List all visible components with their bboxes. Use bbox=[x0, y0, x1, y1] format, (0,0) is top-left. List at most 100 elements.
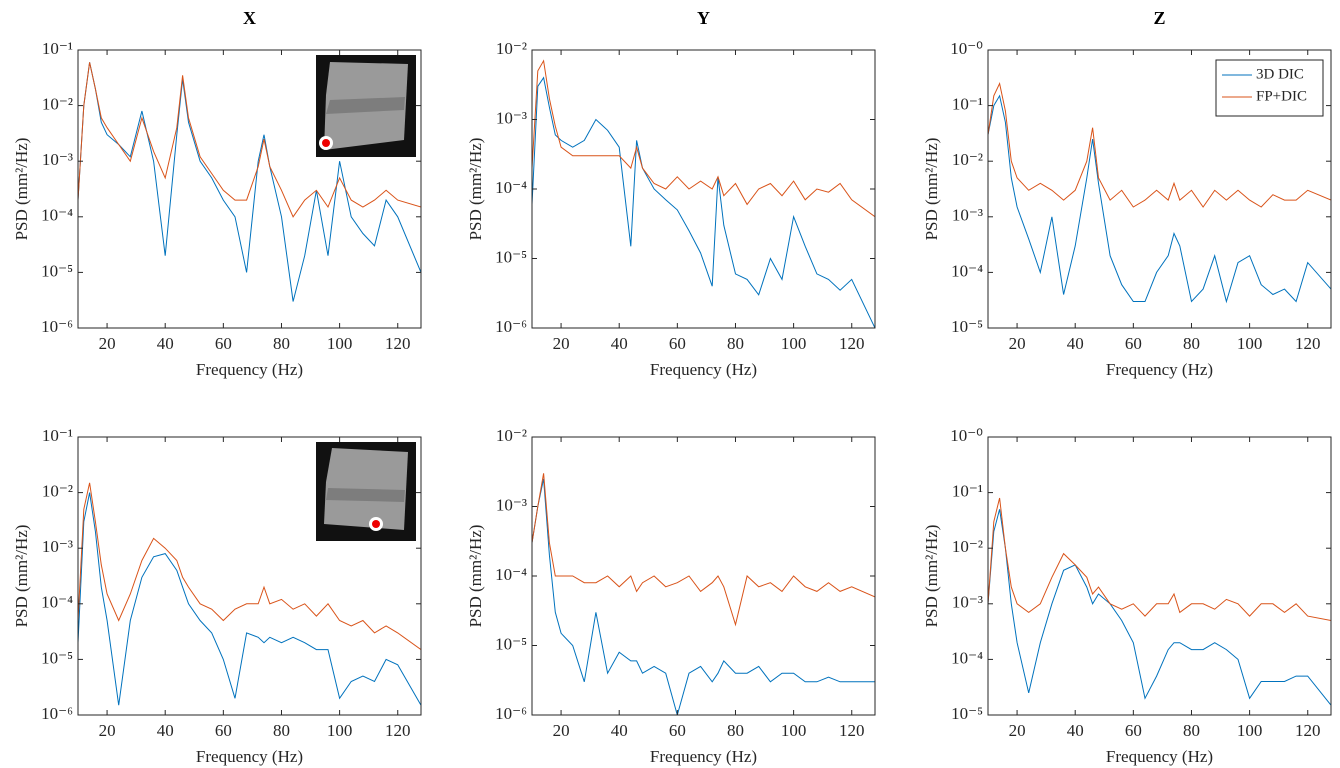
x-tick-label: 20 bbox=[1009, 721, 1026, 740]
y-axis-label: PSD (mm²/Hz) bbox=[12, 138, 31, 241]
inset-photo bbox=[316, 55, 416, 157]
x-tick-label: 20 bbox=[99, 334, 116, 353]
x-tick-label: 120 bbox=[1295, 721, 1321, 740]
y-tick-label: 10⁻³ bbox=[42, 150, 73, 169]
y-tick-label: 10⁻⁴ bbox=[495, 178, 527, 197]
x-tick-label: 40 bbox=[611, 334, 628, 353]
y-axis-label: PSD (mm²/Hz) bbox=[922, 138, 941, 241]
y-tick-label: 10⁻⁴ bbox=[495, 565, 527, 584]
x-tick-label: 40 bbox=[157, 721, 174, 740]
x-tick-label: 100 bbox=[781, 721, 807, 740]
chart-title: Y bbox=[697, 8, 710, 28]
legend: 3D DIC FP+DIC bbox=[1215, 59, 1324, 117]
subplot: 20 40 60 80 100 120 10⁻⁶ 10⁻⁵ 10⁻⁴ 10⁻³ 10⁻² Freque… bbox=[466, 426, 876, 766]
y-tick-label: 10⁻⁶ bbox=[495, 704, 527, 723]
y-tick-label: 10⁻² bbox=[496, 39, 527, 58]
x-axis-label: Frequency (Hz) bbox=[196, 747, 303, 766]
y-axis-label: PSD (mm²/Hz) bbox=[466, 525, 485, 628]
y-tick-label: 10⁻⁴ bbox=[951, 261, 983, 280]
x-tick-label: 20 bbox=[553, 721, 570, 740]
x-tick-label: 20 bbox=[99, 721, 116, 740]
y-axis-label: PSD (mm²/Hz) bbox=[922, 525, 941, 628]
x-tick-label: 60 bbox=[669, 334, 686, 353]
y-tick-label: 10⁻² bbox=[952, 537, 983, 556]
x-axis-label: Frequency (Hz) bbox=[196, 360, 303, 379]
series-line bbox=[988, 81, 1331, 208]
x-tick-label: 40 bbox=[1067, 334, 1084, 353]
series-line bbox=[532, 478, 875, 715]
x-tick-label: 100 bbox=[1237, 334, 1263, 353]
x-axis-label: Frequency (Hz) bbox=[650, 360, 757, 379]
y-tick-label: 10⁻⁰ bbox=[950, 426, 983, 445]
x-tick-label: 60 bbox=[215, 721, 232, 740]
x-tick-label: 100 bbox=[327, 334, 353, 353]
x-tick-label: 120 bbox=[1295, 334, 1321, 353]
x-tick-label: 60 bbox=[1125, 334, 1142, 353]
x-tick-label: 80 bbox=[273, 721, 290, 740]
y-tick-label: 10⁻⁵ bbox=[951, 704, 983, 723]
y-tick-label: 10⁻² bbox=[42, 482, 73, 501]
x-tick-label: 120 bbox=[839, 721, 865, 740]
legend-label: 3D DIC bbox=[1256, 66, 1304, 82]
x-tick-label: 80 bbox=[1183, 334, 1200, 353]
x-tick-label: 40 bbox=[157, 334, 174, 353]
x-tick-label: 40 bbox=[611, 721, 628, 740]
y-tick-label: 10⁻³ bbox=[496, 108, 527, 127]
x-tick-label: 80 bbox=[1183, 721, 1200, 740]
x-tick-label: 20 bbox=[1009, 334, 1026, 353]
y-tick-label: 10⁻³ bbox=[952, 593, 983, 612]
series-line bbox=[532, 59, 875, 218]
y-tick-label: 10⁻⁵ bbox=[495, 634, 527, 653]
x-tick-label: 100 bbox=[1237, 721, 1263, 740]
y-tick-label: 10⁻³ bbox=[496, 495, 527, 514]
series-line bbox=[532, 473, 875, 627]
y-tick-label: 10⁻⁵ bbox=[951, 317, 983, 336]
axes-box bbox=[77, 436, 422, 716]
chart-title: X bbox=[243, 8, 256, 28]
x-axis-label: Frequency (Hz) bbox=[1106, 360, 1213, 379]
inset-photo bbox=[316, 442, 416, 541]
series-line bbox=[78, 482, 421, 651]
y-tick-label: 10⁻⁴ bbox=[41, 206, 73, 225]
axes-box bbox=[987, 49, 1332, 329]
x-tick-label: 120 bbox=[839, 334, 865, 353]
x-tick-label: 40 bbox=[1067, 721, 1084, 740]
y-tick-label: 10⁻⁵ bbox=[41, 261, 73, 280]
y-tick-label: 10⁻⁵ bbox=[495, 247, 527, 266]
y-tick-label: 10⁻¹ bbox=[952, 95, 983, 114]
y-tick-label: 10⁻³ bbox=[952, 206, 983, 225]
x-axis-label: Frequency (Hz) bbox=[650, 747, 757, 766]
legend-box bbox=[1215, 59, 1324, 117]
y-tick-label: 10⁻⁶ bbox=[495, 317, 527, 336]
y-tick-label: 10⁻² bbox=[496, 426, 527, 445]
series-line bbox=[78, 62, 421, 218]
x-tick-label: 80 bbox=[273, 334, 290, 353]
y-axis-label: PSD (mm²/Hz) bbox=[12, 525, 31, 628]
x-tick-label: 100 bbox=[781, 334, 807, 353]
series-line bbox=[532, 76, 875, 328]
chart-title: Z bbox=[1153, 8, 1165, 28]
y-tick-label: 10⁻⁵ bbox=[41, 648, 73, 667]
x-tick-label: 60 bbox=[215, 334, 232, 353]
series-line bbox=[988, 509, 1331, 706]
x-tick-label: 80 bbox=[727, 334, 744, 353]
y-tick-label: 10⁻⁰ bbox=[950, 39, 983, 58]
x-tick-label: 120 bbox=[385, 721, 411, 740]
series-line bbox=[988, 497, 1331, 621]
x-tick-label: 60 bbox=[1125, 721, 1142, 740]
subplot: 20 40 60 80 100 120 10⁻⁵ 10⁻⁴ 10⁻³ 10⁻² 10⁻¹ 10⁻⁰ Z F… bbox=[922, 8, 1332, 379]
y-axis-label: PSD (mm²/Hz) bbox=[466, 138, 485, 241]
y-tick-label: 10⁻² bbox=[42, 95, 73, 114]
x-tick-label: 100 bbox=[327, 721, 353, 740]
y-tick-label: 10⁻⁶ bbox=[41, 317, 73, 336]
y-tick-label: 10⁻⁶ bbox=[41, 704, 73, 723]
subplot: 20 40 60 80 100 120 10⁻⁵ 10⁻⁴ 10⁻³ 10⁻² 10⁻¹ 10⁻⁰ Fr… bbox=[922, 426, 1332, 766]
axes-box bbox=[987, 436, 1332, 716]
x-tick-label: 80 bbox=[727, 721, 744, 740]
subplot: 20 40 60 80 100 120 10⁻⁶ 10⁻⁵ 10⁻⁴ 10⁻³ 10⁻² Y Frequ… bbox=[466, 8, 876, 379]
x-tick-label: 60 bbox=[669, 721, 686, 740]
plot-area bbox=[532, 50, 875, 328]
x-axis-label: Frequency (Hz) bbox=[1106, 747, 1213, 766]
series-line bbox=[78, 492, 421, 706]
